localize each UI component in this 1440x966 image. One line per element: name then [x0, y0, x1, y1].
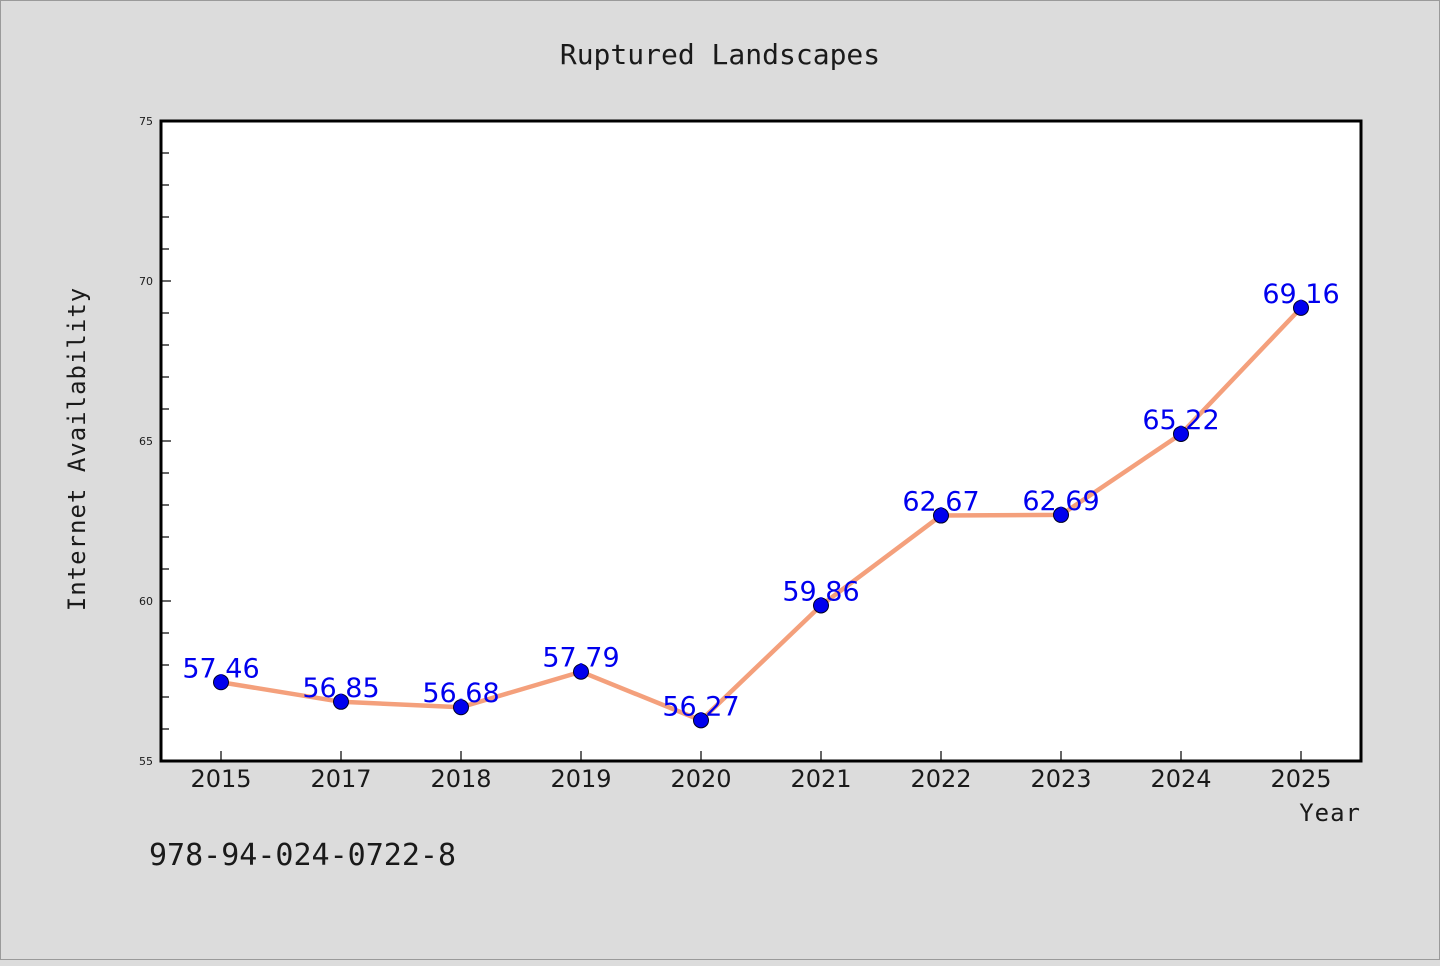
x-axis-label: Year: [1299, 799, 1361, 827]
data-label: 57.79: [542, 643, 619, 674]
y-axis-label: Internet Availability: [63, 287, 91, 611]
data-point: [1293, 299, 1309, 316]
plot-area: [161, 121, 1361, 761]
data-label: 62.69: [1022, 486, 1099, 517]
isbn-text: 978-94-024-0722-8: [149, 838, 456, 873]
chart-title: Ruptured Landscapes: [560, 38, 880, 71]
data-label: 62.67: [902, 487, 979, 518]
data-label: 57.46: [182, 653, 259, 684]
data-point: [933, 507, 949, 524]
y-tick-label: 70: [139, 275, 153, 288]
x-tick-label: 2023: [1030, 765, 1091, 793]
x-tick-label: 2025: [1270, 765, 1331, 793]
x-axis-ticks: 2015 2017 2018 2019 2020 2021 2022 2023 2024 2025: [190, 751, 1332, 793]
x-tick-label: 2024: [1150, 765, 1211, 793]
y-tick-label: 65: [139, 435, 153, 448]
y-tick-label: 75: [139, 115, 153, 128]
data-label: 56.27: [662, 691, 739, 722]
data-point: [813, 597, 829, 614]
series-line: [218, 305, 1304, 723]
x-tick-label: 2015: [190, 765, 251, 793]
x-tick-label: 2020: [670, 765, 731, 793]
data-point: [213, 674, 229, 691]
y-tick-label: 55: [139, 755, 153, 768]
x-tick-label: 2019: [550, 765, 611, 793]
data-point: [1053, 506, 1069, 523]
data-label: 65.22: [1142, 405, 1219, 436]
data-label: 56.85: [302, 673, 379, 704]
data-point: [573, 663, 589, 680]
y-tick-label: 60: [139, 595, 153, 608]
data-label: 56.68: [422, 678, 499, 709]
x-tick-label: 2021: [790, 765, 851, 793]
data-point: [453, 699, 469, 716]
data-point: [1173, 425, 1189, 442]
data-label: 69.16: [1262, 279, 1339, 310]
x-tick-label: 2018: [430, 765, 491, 793]
data-point: [693, 712, 709, 729]
data-label: 59.86: [782, 576, 859, 607]
plot-frame: [159, 119, 1363, 763]
data-point: [333, 693, 349, 710]
data-labels: 57.46 56.85 56.68 57.79 56.27 59.86 62.67 62.69…: [182, 279, 1339, 722]
x-tick-label: 2017: [310, 765, 371, 793]
series-markers: [213, 299, 1309, 729]
x-tick-label: 2022: [910, 765, 971, 793]
